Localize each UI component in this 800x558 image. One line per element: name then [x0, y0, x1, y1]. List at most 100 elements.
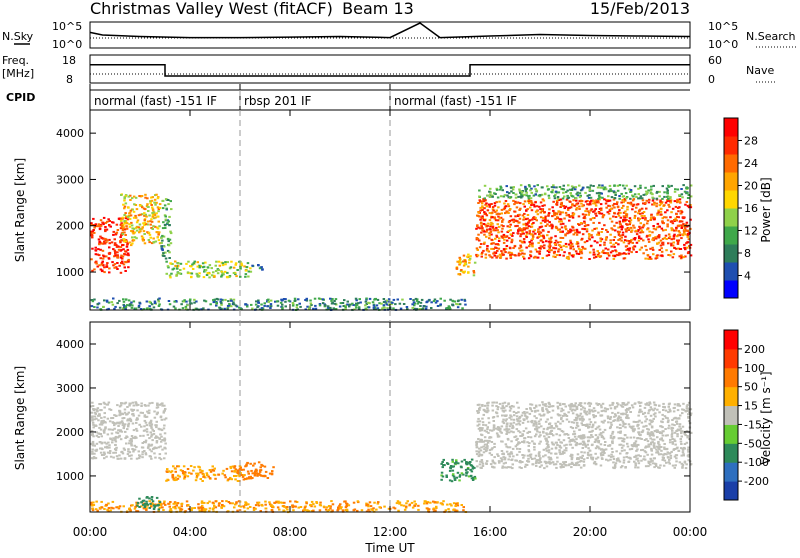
data-cell: [104, 238, 107, 240]
data-cell: [259, 469, 262, 471]
data-cell: [493, 466, 496, 468]
data-cell: [648, 404, 651, 406]
data-cell: [112, 234, 115, 236]
data-cell: [135, 217, 138, 219]
data-cell: [598, 252, 601, 254]
data-cell: [233, 303, 236, 305]
data-cell: [484, 440, 487, 442]
data-cell: [619, 222, 622, 224]
data-cell: [125, 225, 128, 227]
data-cell: [166, 468, 169, 470]
data-cell: [133, 429, 136, 431]
data-cell: [533, 204, 536, 206]
data-cell: [509, 446, 512, 448]
data-cell: [517, 407, 520, 409]
data-cell: [159, 428, 162, 430]
data-cell: [140, 403, 143, 405]
data-cell: [510, 423, 513, 425]
data-cell: [376, 304, 379, 306]
data-cell: [512, 455, 515, 457]
data-cell: [141, 501, 144, 503]
data-cell: [616, 426, 619, 428]
data-cell: [215, 270, 218, 272]
data-cell: [555, 467, 558, 469]
data-cell: [449, 503, 452, 505]
data-cell: [530, 251, 533, 253]
data-cell: [596, 445, 599, 447]
data-cell: [504, 194, 507, 196]
data-cell: [412, 299, 415, 301]
data-cell: [202, 266, 205, 268]
data-cell: [142, 504, 145, 506]
data-cell: [666, 192, 669, 194]
data-cell: [600, 209, 603, 211]
data-cell: [163, 501, 166, 503]
data-cell: [452, 461, 455, 463]
data-cell: [401, 299, 404, 301]
data-cell: [536, 210, 539, 212]
data-cell: [292, 509, 295, 511]
data-cell: [623, 457, 626, 459]
data-cell: [595, 215, 598, 217]
data-cell: [108, 267, 111, 269]
data-cell: [560, 221, 563, 223]
data-cell: [600, 433, 603, 435]
data-cell: [164, 227, 167, 229]
data-cell: [528, 185, 531, 187]
data-cell: [300, 506, 303, 508]
data-cell: [462, 509, 465, 511]
data-cell: [203, 502, 206, 504]
data-cell: [598, 425, 601, 427]
data-cell: [167, 503, 170, 505]
data-cell: [673, 242, 676, 244]
data-cell: [488, 440, 491, 442]
data-cell: [622, 232, 625, 234]
data-cell: [597, 412, 600, 414]
data-cell: [626, 206, 629, 208]
data-cell: [548, 195, 551, 197]
data-cell: [112, 437, 115, 439]
data-cell: [493, 443, 496, 445]
data-cell: [614, 255, 617, 257]
data-cell: [555, 191, 558, 193]
cpid-label: CPID: [6, 91, 35, 104]
data-cell: [493, 425, 496, 427]
data-cell: [588, 214, 591, 216]
data-cell: [543, 211, 546, 213]
data-cell: [115, 415, 118, 417]
data-cell: [538, 423, 541, 425]
data-cell: [218, 503, 221, 505]
data-cell: [490, 463, 493, 465]
data-cell: [491, 454, 494, 456]
data-cell: [687, 197, 690, 199]
data-cell: [94, 416, 97, 418]
data-cell: [544, 454, 547, 456]
data-cell: [647, 189, 650, 191]
data-cell: [661, 251, 664, 253]
data-cell: [612, 216, 615, 218]
data-cell: [500, 195, 503, 197]
data-cell: [167, 238, 170, 240]
data-cell: [165, 258, 168, 260]
data-cell: [473, 274, 476, 276]
data-cell: [383, 304, 386, 306]
data-cell: [644, 202, 647, 204]
data-cell: [619, 253, 622, 255]
data-cell: [246, 266, 249, 268]
data-cell: [249, 463, 252, 465]
data-cell: [610, 422, 613, 424]
data-cell: [126, 428, 129, 430]
data-cell: [618, 215, 621, 217]
data-cell: [266, 305, 269, 307]
data-cell: [481, 434, 484, 436]
data-cell: [497, 197, 500, 199]
data-cell: [575, 419, 578, 421]
data-cell: [543, 244, 546, 246]
data-cell: [623, 195, 626, 197]
data-cell: [128, 223, 131, 225]
data-cell: [148, 497, 151, 499]
data-cell: [525, 231, 528, 233]
data-cell: [600, 238, 603, 240]
data-cell: [643, 194, 646, 196]
data-cell: [91, 453, 94, 455]
